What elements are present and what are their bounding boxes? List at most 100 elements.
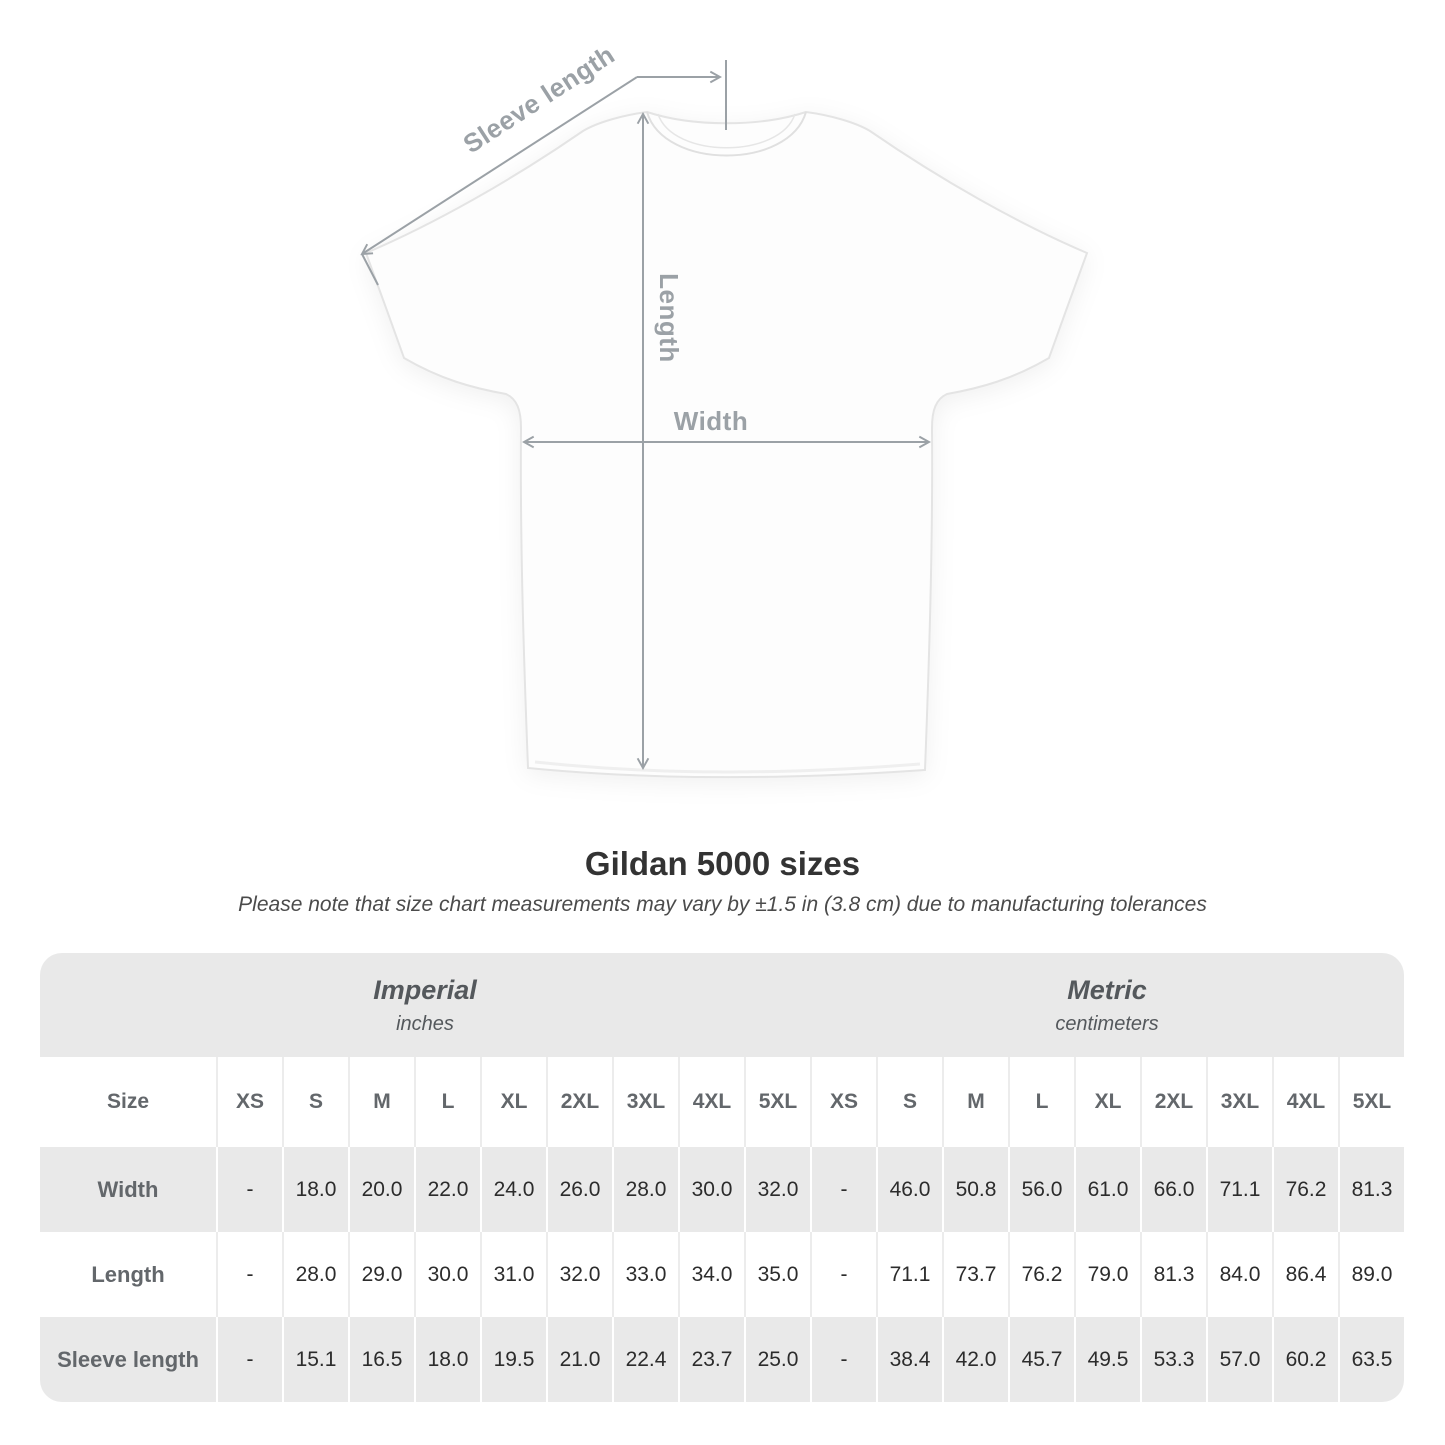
size-header-imperial: S bbox=[282, 1057, 348, 1147]
imperial-unit: inches bbox=[396, 1012, 454, 1035]
value-cell-metric: 56.0 bbox=[1008, 1147, 1074, 1232]
value-cell-metric: 86.4 bbox=[1272, 1232, 1338, 1317]
value-cell-imperial: 26.0 bbox=[546, 1147, 612, 1232]
size-header-row: Size XS S M L XL 2XL 3XL 4XL 5XL XS S M L XL 2XL 3XL 4XL 5… bbox=[40, 1057, 1404, 1147]
value-cell-metric: 60.2 bbox=[1272, 1317, 1338, 1402]
value-cell-metric: 84.0 bbox=[1206, 1232, 1272, 1317]
value-cell-metric: 50.8 bbox=[942, 1147, 1008, 1232]
value-cell-imperial: 32.0 bbox=[546, 1232, 612, 1317]
value-cell-metric: 57.0 bbox=[1206, 1317, 1272, 1402]
size-header-metric: 5XL bbox=[1338, 1057, 1404, 1147]
value-cell-metric: 79.0 bbox=[1074, 1232, 1140, 1317]
width-label: Width bbox=[674, 406, 748, 436]
row-label: Length bbox=[40, 1232, 216, 1317]
value-cell-imperial: 23.7 bbox=[678, 1317, 744, 1402]
value-cell-imperial: 30.0 bbox=[678, 1147, 744, 1232]
value-cell-imperial: 21.0 bbox=[546, 1317, 612, 1402]
hem-shadow bbox=[534, 760, 921, 774]
value-cell-imperial: 18.0 bbox=[282, 1147, 348, 1232]
value-cell-metric: 46.0 bbox=[876, 1147, 942, 1232]
value-cell-imperial: - bbox=[216, 1147, 282, 1232]
value-cell-imperial: 32.0 bbox=[744, 1147, 810, 1232]
value-cell-metric: 49.5 bbox=[1074, 1317, 1140, 1402]
size-header-imperial: L bbox=[414, 1057, 480, 1147]
size-header-metric: XL bbox=[1074, 1057, 1140, 1147]
size-column-header: Size bbox=[40, 1057, 216, 1147]
value-cell-imperial: 18.0 bbox=[414, 1317, 480, 1402]
tolerance-note: Please note that size chart measurements… bbox=[238, 893, 1207, 916]
value-cell-imperial: - bbox=[216, 1232, 282, 1317]
size-table-wrap: Imperial inches Metric centimeters Size X… bbox=[40, 953, 1404, 1402]
measurement-row: Sleeve length -15.1 16.5 18.0 19.5 21.0 22.4 23… bbox=[40, 1317, 1404, 1402]
tshirt-graphic bbox=[364, 110, 1089, 779]
value-cell-imperial: 29.0 bbox=[348, 1232, 414, 1317]
value-cell-imperial: 15.1 bbox=[282, 1317, 348, 1402]
value-cell-metric: 81.3 bbox=[1338, 1147, 1404, 1232]
value-cell-metric: 45.7 bbox=[1008, 1317, 1074, 1402]
size-header-metric: M bbox=[942, 1057, 1008, 1147]
value-cell-imperial: 28.0 bbox=[282, 1232, 348, 1317]
row-label: Width bbox=[40, 1147, 216, 1232]
value-cell-metric: 61.0 bbox=[1074, 1147, 1140, 1232]
size-table: Imperial inches Metric centimeters Size X… bbox=[40, 953, 1404, 1402]
size-header-imperial: 5XL bbox=[744, 1057, 810, 1147]
size-header-imperial: 4XL bbox=[678, 1057, 744, 1147]
length-label: Length bbox=[654, 273, 684, 363]
value-cell-metric: 73.7 bbox=[942, 1232, 1008, 1317]
measurement-arrows bbox=[360, 60, 931, 770]
value-cell-imperial: 34.0 bbox=[678, 1232, 744, 1317]
value-cell-imperial: 22.4 bbox=[612, 1317, 678, 1402]
value-cell-metric: 71.1 bbox=[876, 1232, 942, 1317]
value-cell-metric: 38.4 bbox=[876, 1317, 942, 1402]
measurement-row: Length -28.0 29.0 30.0 31.0 32.0 33.0 34.0 35.0-… bbox=[40, 1232, 1404, 1317]
size-header-metric: L bbox=[1008, 1057, 1074, 1147]
tshirt-diagram: Sleeve length Length Width bbox=[360, 39, 1089, 779]
imperial-label: Imperial bbox=[373, 974, 477, 1005]
size-header-imperial: XL bbox=[480, 1057, 546, 1147]
sleeve-leader-line bbox=[361, 253, 379, 286]
value-cell-metric: 76.2 bbox=[1008, 1232, 1074, 1317]
measurement-row: Width -18.0 20.0 22.0 24.0 26.0 28.0 30.0 32.0-4… bbox=[40, 1147, 1404, 1232]
page-title: Gildan 5000 sizes bbox=[584, 845, 861, 882]
value-cell-imperial: 31.0 bbox=[480, 1232, 546, 1317]
size-header-metric: XS bbox=[810, 1057, 876, 1147]
unit-band-row: Imperial inches Metric centimeters bbox=[40, 953, 1404, 1057]
value-cell-metric: 81.3 bbox=[1140, 1232, 1206, 1317]
metric-label: Metric bbox=[1067, 974, 1147, 1005]
value-cell-metric: 71.1 bbox=[1206, 1147, 1272, 1232]
value-cell-imperial: 20.0 bbox=[348, 1147, 414, 1232]
value-cell-metric: 53.3 bbox=[1140, 1317, 1206, 1402]
collar-outer-seam bbox=[646, 111, 807, 157]
value-cell-imperial: 22.0 bbox=[414, 1147, 480, 1232]
size-header-imperial: 2XL bbox=[546, 1057, 612, 1147]
value-cell-imperial: 19.5 bbox=[480, 1317, 546, 1402]
value-cell-metric: 66.0 bbox=[1140, 1147, 1206, 1232]
size-header-metric: S bbox=[876, 1057, 942, 1147]
size-header-metric: 4XL bbox=[1272, 1057, 1338, 1147]
size-header-imperial: M bbox=[348, 1057, 414, 1147]
value-cell-imperial: - bbox=[216, 1317, 282, 1402]
value-cell-imperial: 25.0 bbox=[744, 1317, 810, 1402]
value-cell-metric: - bbox=[810, 1147, 876, 1232]
value-cell-metric: - bbox=[810, 1317, 876, 1402]
size-header-imperial: XS bbox=[216, 1057, 282, 1147]
value-cell-imperial: 35.0 bbox=[744, 1232, 810, 1317]
row-label: Sleeve length bbox=[40, 1317, 216, 1402]
size-header-metric: 2XL bbox=[1140, 1057, 1206, 1147]
metric-unit: centimeters bbox=[1055, 1012, 1159, 1035]
value-cell-imperial: 30.0 bbox=[414, 1232, 480, 1317]
size-header-imperial: 3XL bbox=[612, 1057, 678, 1147]
value-cell-metric: 63.5 bbox=[1338, 1317, 1404, 1402]
size-header-metric: 3XL bbox=[1206, 1057, 1272, 1147]
metric-band: Metric centimeters bbox=[810, 953, 1404, 1057]
value-cell-metric: 89.0 bbox=[1338, 1232, 1404, 1317]
value-cell-metric: 42.0 bbox=[942, 1317, 1008, 1402]
sleeve-length-arrow bbox=[360, 76, 638, 256]
value-cell-imperial: 33.0 bbox=[612, 1232, 678, 1317]
imperial-band: Imperial inches bbox=[40, 953, 810, 1057]
value-cell-imperial: 16.5 bbox=[348, 1317, 414, 1402]
value-cell-imperial: 24.0 bbox=[480, 1147, 546, 1232]
value-cell-imperial: 28.0 bbox=[612, 1147, 678, 1232]
value-cell-metric: 76.2 bbox=[1272, 1147, 1338, 1232]
